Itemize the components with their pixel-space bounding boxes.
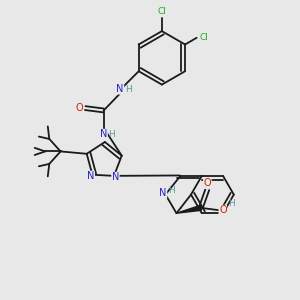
Text: H: H: [169, 185, 176, 194]
Polygon shape: [176, 206, 201, 213]
Text: N: N: [116, 84, 124, 94]
Text: H: H: [228, 199, 235, 208]
Text: Cl: Cl: [200, 33, 208, 42]
Text: O: O: [219, 205, 226, 215]
Text: Cl: Cl: [158, 7, 166, 16]
Text: H: H: [125, 85, 132, 94]
Text: N: N: [159, 188, 167, 198]
Text: N: N: [100, 129, 107, 139]
Text: O: O: [204, 178, 211, 188]
Text: N: N: [112, 172, 119, 182]
Text: H: H: [109, 130, 115, 139]
Text: N: N: [87, 171, 94, 181]
Text: O: O: [76, 103, 83, 113]
